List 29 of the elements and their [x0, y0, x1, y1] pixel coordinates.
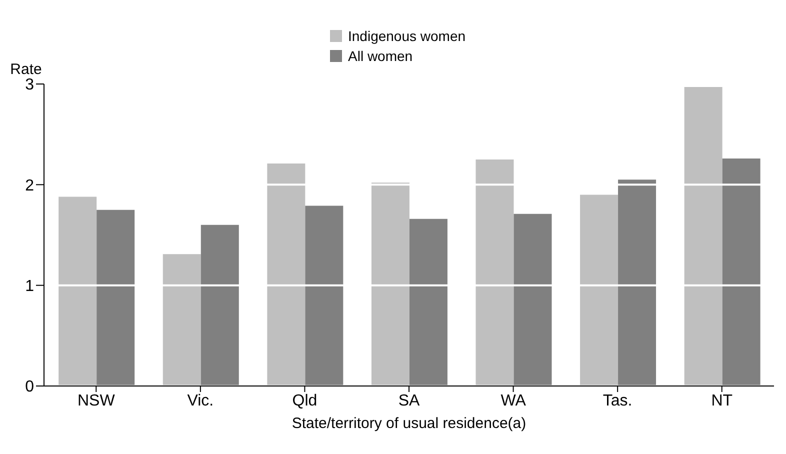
bar	[722, 158, 760, 386]
bar	[580, 194, 618, 386]
legend-label: Indigenous women	[348, 28, 466, 44]
y-axis-title: Rate	[10, 61, 42, 78]
bar	[514, 214, 552, 386]
bar	[162, 254, 201, 386]
x-tick-label: SA	[398, 392, 420, 410]
bar	[96, 210, 135, 386]
bar	[476, 160, 514, 386]
x-tick-label: Tas.	[602, 392, 632, 410]
y-tick-label: 2	[25, 177, 34, 194]
x-tick-label: Qld	[292, 392, 318, 410]
y-tick-label: 3	[25, 76, 34, 94]
bar	[305, 206, 344, 386]
bar	[200, 224, 239, 386]
x-axis-title: State/territory of usual residence(a)	[292, 415, 526, 432]
bar	[58, 196, 97, 386]
bar	[618, 180, 656, 386]
bar	[371, 182, 410, 386]
x-tick-label: Vic.	[187, 392, 214, 410]
x-tick-label: WA	[500, 392, 526, 410]
y-tick-label: 0	[25, 378, 34, 396]
x-tick-label: NT	[711, 392, 733, 410]
bar	[684, 87, 722, 386]
y-tick-label: 1	[25, 278, 34, 296]
legend-label: All women	[348, 48, 413, 64]
x-tick-label: NSW	[77, 392, 116, 410]
bar	[409, 218, 448, 386]
bar	[267, 164, 306, 386]
